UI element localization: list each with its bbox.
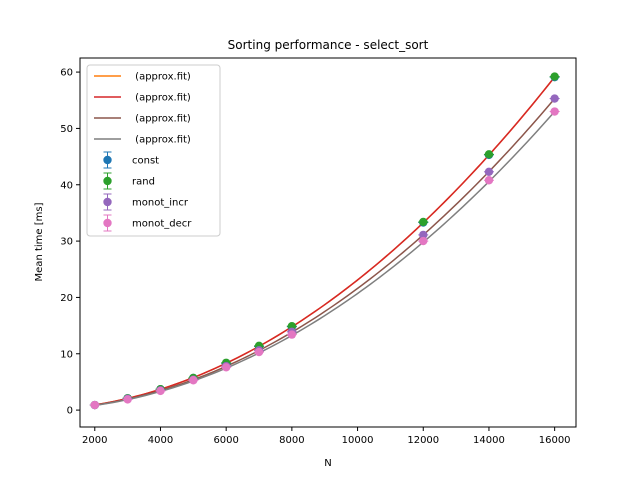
legend-fit-label: (approx.fit) bbox=[132, 135, 191, 146]
point-rand bbox=[550, 72, 559, 81]
point-monot_decr bbox=[90, 400, 99, 410]
y-tick-label: 20 bbox=[60, 293, 73, 304]
y-tick-label: 0 bbox=[67, 406, 73, 417]
legend-marker bbox=[103, 176, 112, 186]
fit-line-1 bbox=[94, 76, 556, 406]
legend-fit-label: (approx.fit) bbox=[132, 72, 191, 83]
legend-marker bbox=[103, 218, 112, 228]
legend-marker bbox=[103, 155, 112, 165]
legend-marker bbox=[103, 197, 112, 207]
point-monot_decr bbox=[156, 386, 165, 396]
plot-frame bbox=[79, 57, 577, 428]
x-tick-label: 14000 bbox=[473, 435, 505, 446]
point-monot_incr bbox=[484, 167, 494, 176]
x-axis: 2000 4000 6000 8000 10000 12000 14000 16000 bbox=[82, 427, 571, 446]
x-tick-label: 16000 bbox=[539, 435, 571, 446]
chart-title: Sorting performance - select_sort bbox=[228, 38, 429, 52]
y-tick-label: 40 bbox=[60, 180, 73, 191]
point-monot_decr bbox=[550, 107, 559, 116]
y-tick-label: 50 bbox=[60, 124, 73, 135]
point-monot_incr bbox=[419, 230, 428, 240]
point-monot_incr bbox=[550, 94, 559, 103]
legend-series-label: monot_incr bbox=[132, 198, 189, 209]
data-points bbox=[89, 72, 560, 410]
x-tick-label: 12000 bbox=[407, 435, 439, 446]
legend-series-label: const bbox=[132, 156, 159, 167]
point-monot_decr bbox=[221, 363, 231, 372]
point-monot_decr bbox=[254, 347, 264, 357]
point-rand bbox=[419, 217, 428, 227]
point-monot_decr bbox=[189, 376, 198, 385]
x-tick-label: 2000 bbox=[82, 435, 107, 446]
legend-series-label: monot_decr bbox=[132, 219, 192, 230]
y-axis-label: Mean time [ms] bbox=[34, 202, 45, 281]
y-tick-label: 10 bbox=[60, 349, 73, 360]
legend-fit-label: (approx.fit) bbox=[132, 93, 191, 104]
x-tick-label: 4000 bbox=[148, 435, 173, 446]
plot-area bbox=[94, 76, 556, 407]
point-monot_decr bbox=[484, 176, 494, 185]
point-monot_decr bbox=[419, 236, 428, 246]
legend-box bbox=[86, 64, 221, 237]
y-tick-label: 60 bbox=[60, 68, 73, 79]
legend-fit-label: (approx.fit) bbox=[132, 114, 191, 125]
y-axis: 0 10 20 30 40 50 60 bbox=[60, 68, 80, 417]
y-tick-label: 30 bbox=[60, 237, 73, 248]
x-tick-label: 8000 bbox=[279, 435, 304, 446]
legend: (approx.fit) (approx.fit) (approx.fit) (… bbox=[86, 64, 221, 237]
point-rand bbox=[484, 150, 494, 159]
point-monot_decr bbox=[123, 395, 132, 404]
fit-line-2 bbox=[94, 98, 556, 406]
x-tick-label: 10000 bbox=[342, 435, 374, 446]
legend-series-label: rand bbox=[132, 177, 155, 188]
fit-line-3 bbox=[94, 111, 556, 407]
x-tick-label: 6000 bbox=[213, 435, 238, 446]
point-monot_decr bbox=[287, 330, 297, 339]
x-axis-label: N bbox=[324, 458, 331, 469]
